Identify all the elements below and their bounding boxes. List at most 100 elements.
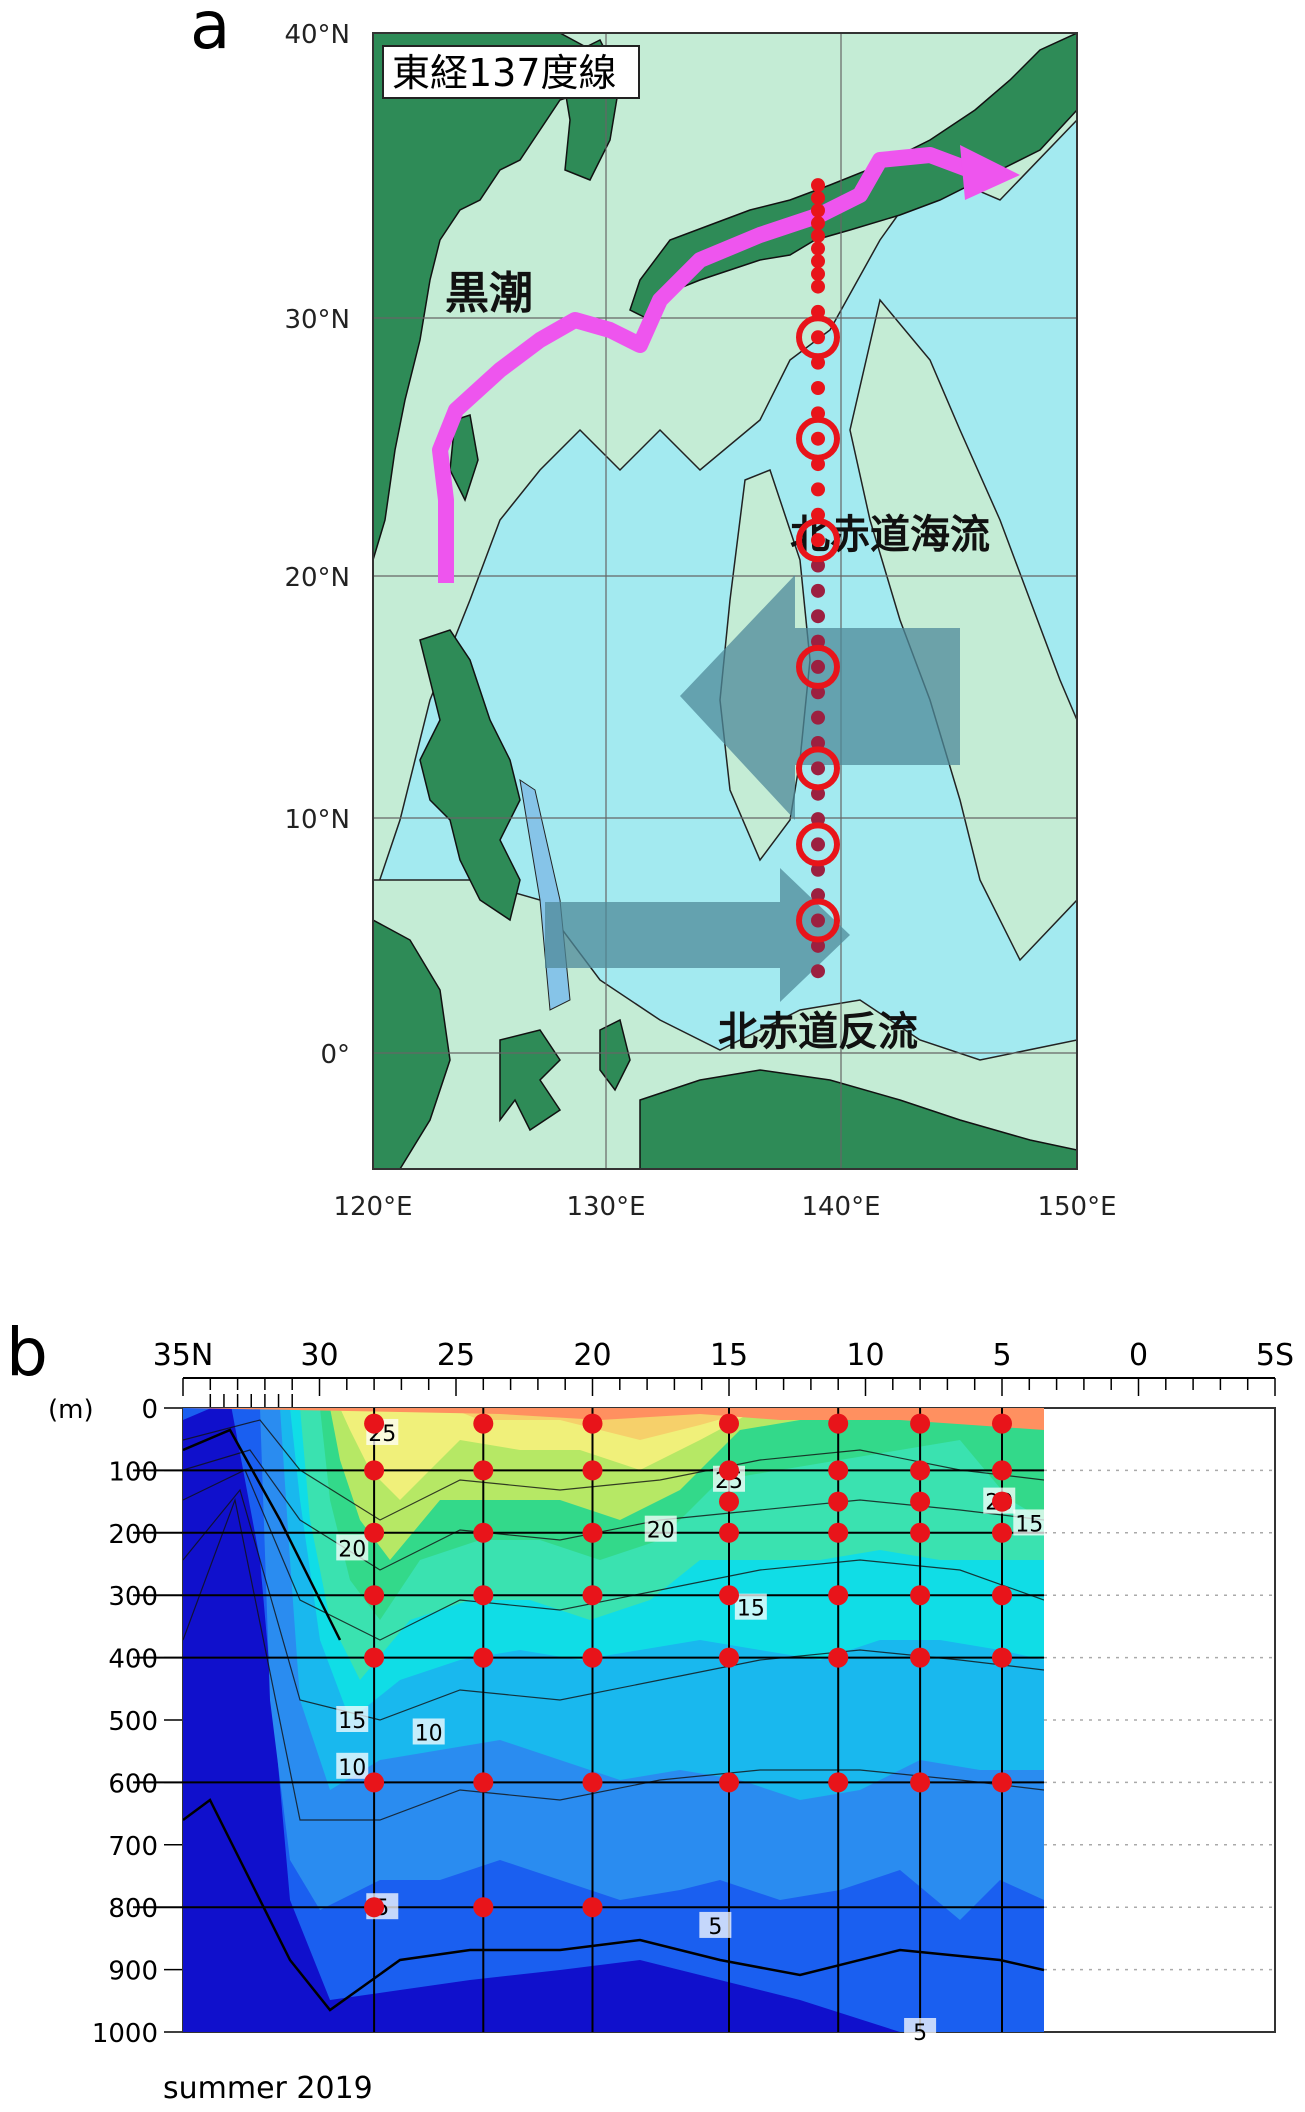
sample-point: [828, 1460, 849, 1481]
lat-tick-20: 20°N: [284, 563, 350, 593]
panel-b-letter: b: [6, 1314, 48, 1391]
station-dot: [811, 228, 825, 243]
sample-point: [719, 1522, 739, 1543]
sample-point: [473, 1772, 494, 1793]
shallow-area-east: [849, 298, 1077, 962]
line-label: 東経137度線: [392, 51, 617, 95]
station-highlight-ring: [796, 644, 840, 689]
panel-a-letter: a: [190, 0, 230, 64]
sample-point: [992, 1772, 1012, 1793]
sample-point: [719, 1491, 739, 1512]
station-dot: [811, 203, 825, 218]
station-dot: [811, 304, 825, 319]
contour-label: 10: [338, 1756, 366, 1781]
sample-point: [992, 1585, 1012, 1606]
land-halmahera: [599, 1018, 631, 1092]
sample-point: [473, 1585, 494, 1606]
station-dot: [811, 279, 825, 294]
section-lat-tick: 0: [1129, 1338, 1148, 1373]
station-highlight-ring: [796, 898, 840, 943]
lat-tick-30: 30°N: [284, 305, 350, 335]
section-depth-tick: 900: [108, 1957, 158, 1987]
lon-tick-130: 130°E: [566, 1192, 645, 1222]
section-depth-tick: 600: [108, 1769, 158, 1799]
contour-label-bg: [904, 2018, 937, 2044]
sample-point: [992, 1491, 1012, 1512]
land-philippines: [419, 629, 521, 922]
contour-label: 20: [338, 1537, 366, 1562]
station-dot: [811, 862, 825, 877]
contour-label: 15: [1015, 1512, 1043, 1537]
section-lat-tick: 20: [573, 1338, 611, 1373]
section-lat-tick: 30: [300, 1338, 338, 1373]
sample-point: [828, 1772, 849, 1793]
station-dot: [811, 812, 825, 827]
lon-axis: 120°E 130°E 140°E 150°E: [333, 1192, 1116, 1222]
sample-point: [582, 1772, 603, 1793]
sample-point: [473, 1460, 494, 1481]
station-dot: [811, 558, 825, 573]
section-depth-axis: 0 100 200 300 400 500 600 700 800 900 1000 (m): [48, 1395, 183, 2049]
contour-label: 5: [913, 2021, 927, 2046]
contour-label: 20: [647, 1519, 675, 1544]
station-highlight-ring: [796, 822, 840, 867]
station-dot: [811, 938, 825, 953]
land-borneo: [373, 919, 451, 1169]
station-dot: [811, 482, 825, 497]
section-depth-tick: 100: [108, 1457, 158, 1487]
sample-point: [992, 1460, 1012, 1481]
sample-point: [910, 1491, 931, 1512]
kuroshio-label: 黒潮: [445, 268, 533, 319]
sample-point: [582, 1897, 603, 1918]
station-dot: [811, 786, 825, 801]
sample-point: [364, 1585, 385, 1606]
sample-point: [719, 1460, 739, 1481]
section-depth-tick: 200: [108, 1520, 158, 1550]
station-dot: [811, 216, 825, 231]
section-depth-tick: 1000: [92, 2019, 158, 2049]
necc-label: 北赤道反流: [718, 1009, 918, 1055]
sample-point: [364, 1772, 385, 1793]
sample-point: [364, 1522, 385, 1543]
sample-point: [364, 1413, 385, 1434]
sample-point: [910, 1647, 931, 1668]
sample-point: [828, 1585, 849, 1606]
station-dot: [811, 533, 825, 548]
sample-point: [910, 1460, 931, 1481]
station-dot: [811, 685, 825, 700]
sample-point: [582, 1585, 603, 1606]
sample-point: [582, 1647, 603, 1668]
station-dot: [811, 254, 825, 269]
sample-point: [828, 1413, 849, 1434]
sample-point: [828, 1522, 849, 1543]
station-dot: [811, 190, 825, 205]
station-dot: [811, 583, 825, 598]
sample-point: [473, 1897, 494, 1918]
section-panel: 35N 30 25 20 15 10 5 0 5S 0 100 200 300 400 500 600 700…: [48, 1338, 1294, 2106]
station-highlight-ring: [796, 416, 840, 461]
section-lat-tick: 5: [992, 1338, 1011, 1373]
section-lat-tick: 10: [846, 1338, 884, 1373]
sample-point: [719, 1585, 739, 1606]
sample-point: [992, 1647, 1012, 1668]
sample-point: [910, 1585, 931, 1606]
contour-label-bg: [336, 1534, 369, 1561]
sample-point: [364, 1897, 385, 1918]
contour-label: 5: [708, 1915, 722, 1940]
station-dot: [811, 507, 825, 522]
contour-label: 10: [415, 1721, 443, 1746]
sample-point: [910, 1522, 931, 1543]
station-dot: [811, 178, 825, 193]
station-dot: [811, 964, 825, 979]
contour-labels: 25201510525201510520155: [336, 1418, 1046, 2046]
lon-tick-140: 140°E: [801, 1192, 880, 1222]
station-dot: [811, 266, 825, 281]
section-lat-axis: 35N 30 25 20 15 10 5 0 5S: [153, 1338, 1294, 1408]
contour-label-bg: [412, 1718, 445, 1745]
sample-point: [828, 1491, 849, 1512]
section-depth-tick: 700: [108, 1832, 158, 1862]
land-sulawesi: [499, 1029, 562, 1132]
station-dot: [811, 837, 825, 852]
station-dot: [811, 888, 825, 903]
section-depth-tick: 400: [108, 1645, 158, 1675]
